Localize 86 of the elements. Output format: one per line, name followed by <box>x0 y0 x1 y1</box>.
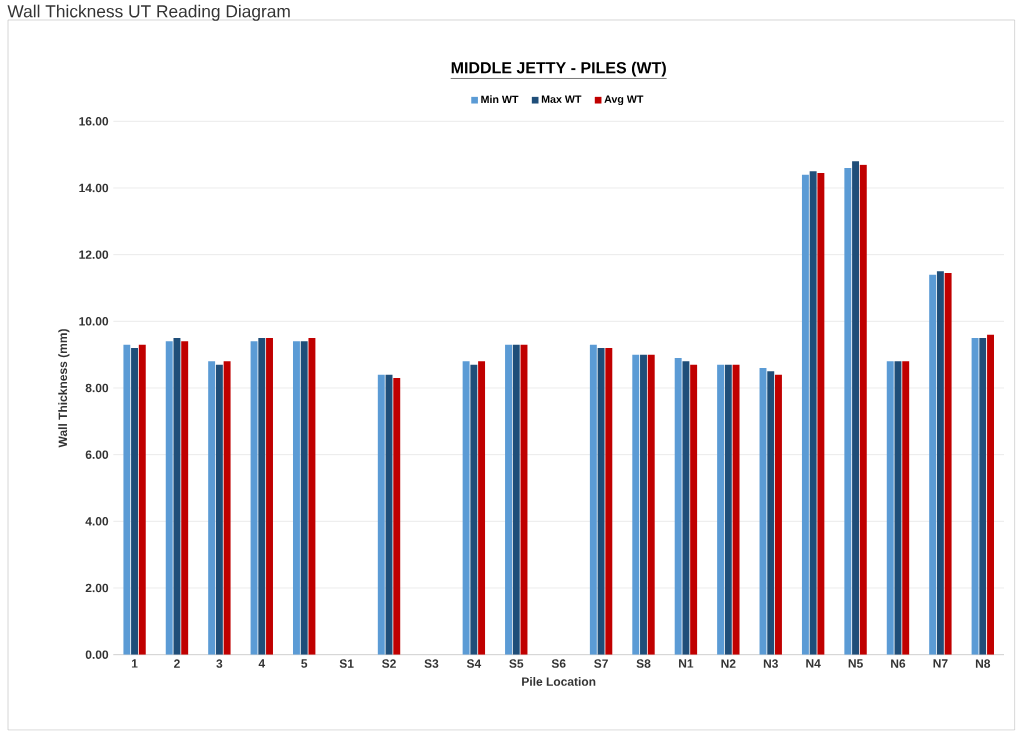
y-tick-label: 14.00 <box>79 183 109 193</box>
bar <box>732 364 740 655</box>
bar <box>292 341 300 655</box>
x-tick-label: N5 <box>848 659 863 668</box>
y-tick-label: 4.00 <box>85 517 109 526</box>
x-tick-label: 2 <box>174 659 180 668</box>
bar <box>250 341 258 655</box>
x-tick-label: 4 <box>258 659 266 668</box>
x-tick-label: N1 <box>679 659 694 668</box>
x-tick-label: S8 <box>636 659 651 669</box>
bar <box>462 361 470 655</box>
legend-label: Max WT <box>541 95 582 104</box>
x-tick-label: S2 <box>382 659 396 669</box>
x-tick-label: N2 <box>721 659 736 668</box>
bar <box>300 341 308 655</box>
y-tick-label: 8.00 <box>85 383 109 393</box>
bar <box>844 168 852 655</box>
bar <box>266 338 273 655</box>
bar <box>717 364 725 655</box>
legend-label: Min WT <box>481 95 519 104</box>
bar <box>801 174 809 655</box>
x-tick-label: S1 <box>339 659 354 669</box>
bar <box>817 173 825 655</box>
y-tick-label: 16.00 <box>79 117 109 126</box>
x-tick-label: S7 <box>594 659 608 669</box>
x-tick-label: N4 <box>806 659 821 668</box>
bar <box>775 374 782 655</box>
bar <box>936 271 944 655</box>
bar <box>131 348 139 655</box>
bar <box>470 364 478 655</box>
bar <box>724 364 732 655</box>
bar <box>971 338 979 655</box>
bar <box>589 344 597 655</box>
bar <box>478 361 486 655</box>
bar <box>258 338 266 655</box>
bar <box>987 334 994 655</box>
bar <box>605 348 613 655</box>
bar <box>647 354 655 655</box>
bar <box>393 378 401 655</box>
bar <box>173 338 181 655</box>
bar <box>852 161 860 655</box>
x-tick-label: 3 <box>216 659 223 669</box>
bar <box>165 341 173 655</box>
bar <box>597 348 605 655</box>
x-tick-label: N8 <box>975 659 991 669</box>
x-tick-label: S5 <box>509 659 524 669</box>
bar <box>208 361 216 655</box>
bar <box>138 344 146 655</box>
bar <box>512 344 520 655</box>
y-axis-title: Wall Thickness (mm) <box>58 329 70 448</box>
y-tick-label: 0.00 <box>85 650 109 660</box>
bar <box>767 371 775 655</box>
bar <box>944 273 952 655</box>
x-tick-label: S3 <box>424 659 439 669</box>
x-tick-label: 1 <box>131 659 138 668</box>
bar <box>886 361 894 655</box>
x-tick-label: S6 <box>551 659 566 669</box>
y-tick-label: 12.00 <box>79 250 109 260</box>
bar <box>809 171 817 655</box>
bar <box>181 341 189 655</box>
bar <box>682 361 690 655</box>
x-axis-title: Pile Location <box>522 677 596 687</box>
y-tick-label: 2.00 <box>85 583 109 593</box>
bar <box>215 364 223 655</box>
x-tick-label: 5 <box>301 659 308 668</box>
bar <box>377 374 385 655</box>
bar <box>505 344 512 655</box>
bar <box>902 361 910 655</box>
x-tick-label: N3 <box>763 659 778 669</box>
y-tick-label: 6.00 <box>85 450 109 460</box>
bar <box>632 354 640 655</box>
chart-title: MIDDLE JETTY - PILES (WT) <box>451 61 666 77</box>
x-tick-label: S4 <box>466 659 482 669</box>
bar <box>929 274 937 655</box>
x-tick-label: N7 <box>933 659 948 668</box>
bar <box>674 358 682 655</box>
bar <box>979 338 987 655</box>
bar <box>690 364 698 655</box>
legend-label: Avg WT <box>604 95 644 106</box>
text: Wall Thickness UT Reading Diagram <box>7 4 290 22</box>
bar <box>308 338 316 655</box>
bar <box>223 361 231 655</box>
bar <box>859 164 867 655</box>
bar <box>640 354 647 655</box>
x-tick-label: N6 <box>891 659 906 669</box>
y-tick-label: 10.00 <box>79 317 109 326</box>
